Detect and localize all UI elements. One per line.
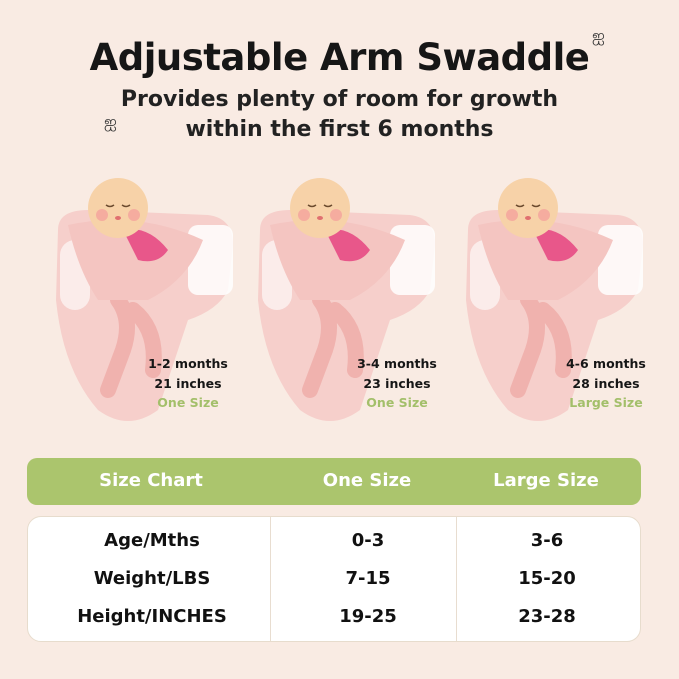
header-size-chart: Size Chart (99, 470, 203, 491)
age-text: 1-2 months (148, 356, 228, 371)
cell-one-size-height: 19-25 (339, 606, 397, 627)
cell-large-size-weight: 15-20 (518, 568, 576, 589)
row-label-height: Height/INCHES (77, 606, 227, 627)
subtitle-line-1: Provides plenty of room for growth (120, 87, 559, 112)
row-label-age: Age/Mths (104, 530, 200, 551)
swaddle-illustration-3 (448, 170, 658, 430)
row-label-weight: Weight/LBS (93, 568, 211, 589)
size-chart-table: Age/Mths 0-3 3-6 Weight/LBS 7-15 15-20 H… (27, 516, 641, 642)
size-text: Large Size (569, 395, 643, 410)
swaddle-illustration-2 (240, 170, 450, 430)
age-text: 3-4 months (357, 356, 437, 371)
size-chart-header: Size Chart One Size Large Size (27, 458, 641, 505)
cell-one-size-age: 0-3 (351, 530, 385, 551)
swaddle-label-2: 3-4 months 23 inches One Size (337, 354, 457, 413)
swaddle-label-3: 4-6 months 28 inches Large Size (546, 354, 666, 413)
size-text: One Size (366, 395, 428, 410)
header-one-size: One Size (322, 470, 412, 491)
length-text: 28 inches (572, 375, 640, 391)
cell-large-size-age: 3-6 (530, 530, 564, 551)
length-text: 21 inches (154, 375, 222, 391)
page-title: Adjustable Arm Swaddle (89, 36, 590, 79)
subtitle-line-2: within the first 6 months (185, 117, 494, 142)
column-divider (456, 517, 457, 641)
column-divider (270, 517, 271, 641)
cell-one-size-weight: 7-15 (345, 568, 391, 589)
size-text: One Size (157, 395, 219, 410)
cell-large-size-height: 23-28 (518, 606, 576, 627)
butterfly-icon: ஐ (592, 26, 605, 45)
header-large-size: Large Size (493, 470, 599, 491)
swaddle-illustration-1 (38, 170, 248, 430)
swaddle-label-1: 1-2 months 21 inches One Size (128, 354, 248, 413)
age-text: 4-6 months (566, 356, 646, 371)
length-text: 23 inches (363, 375, 431, 391)
butterfly-icon: ஐ (104, 112, 117, 131)
